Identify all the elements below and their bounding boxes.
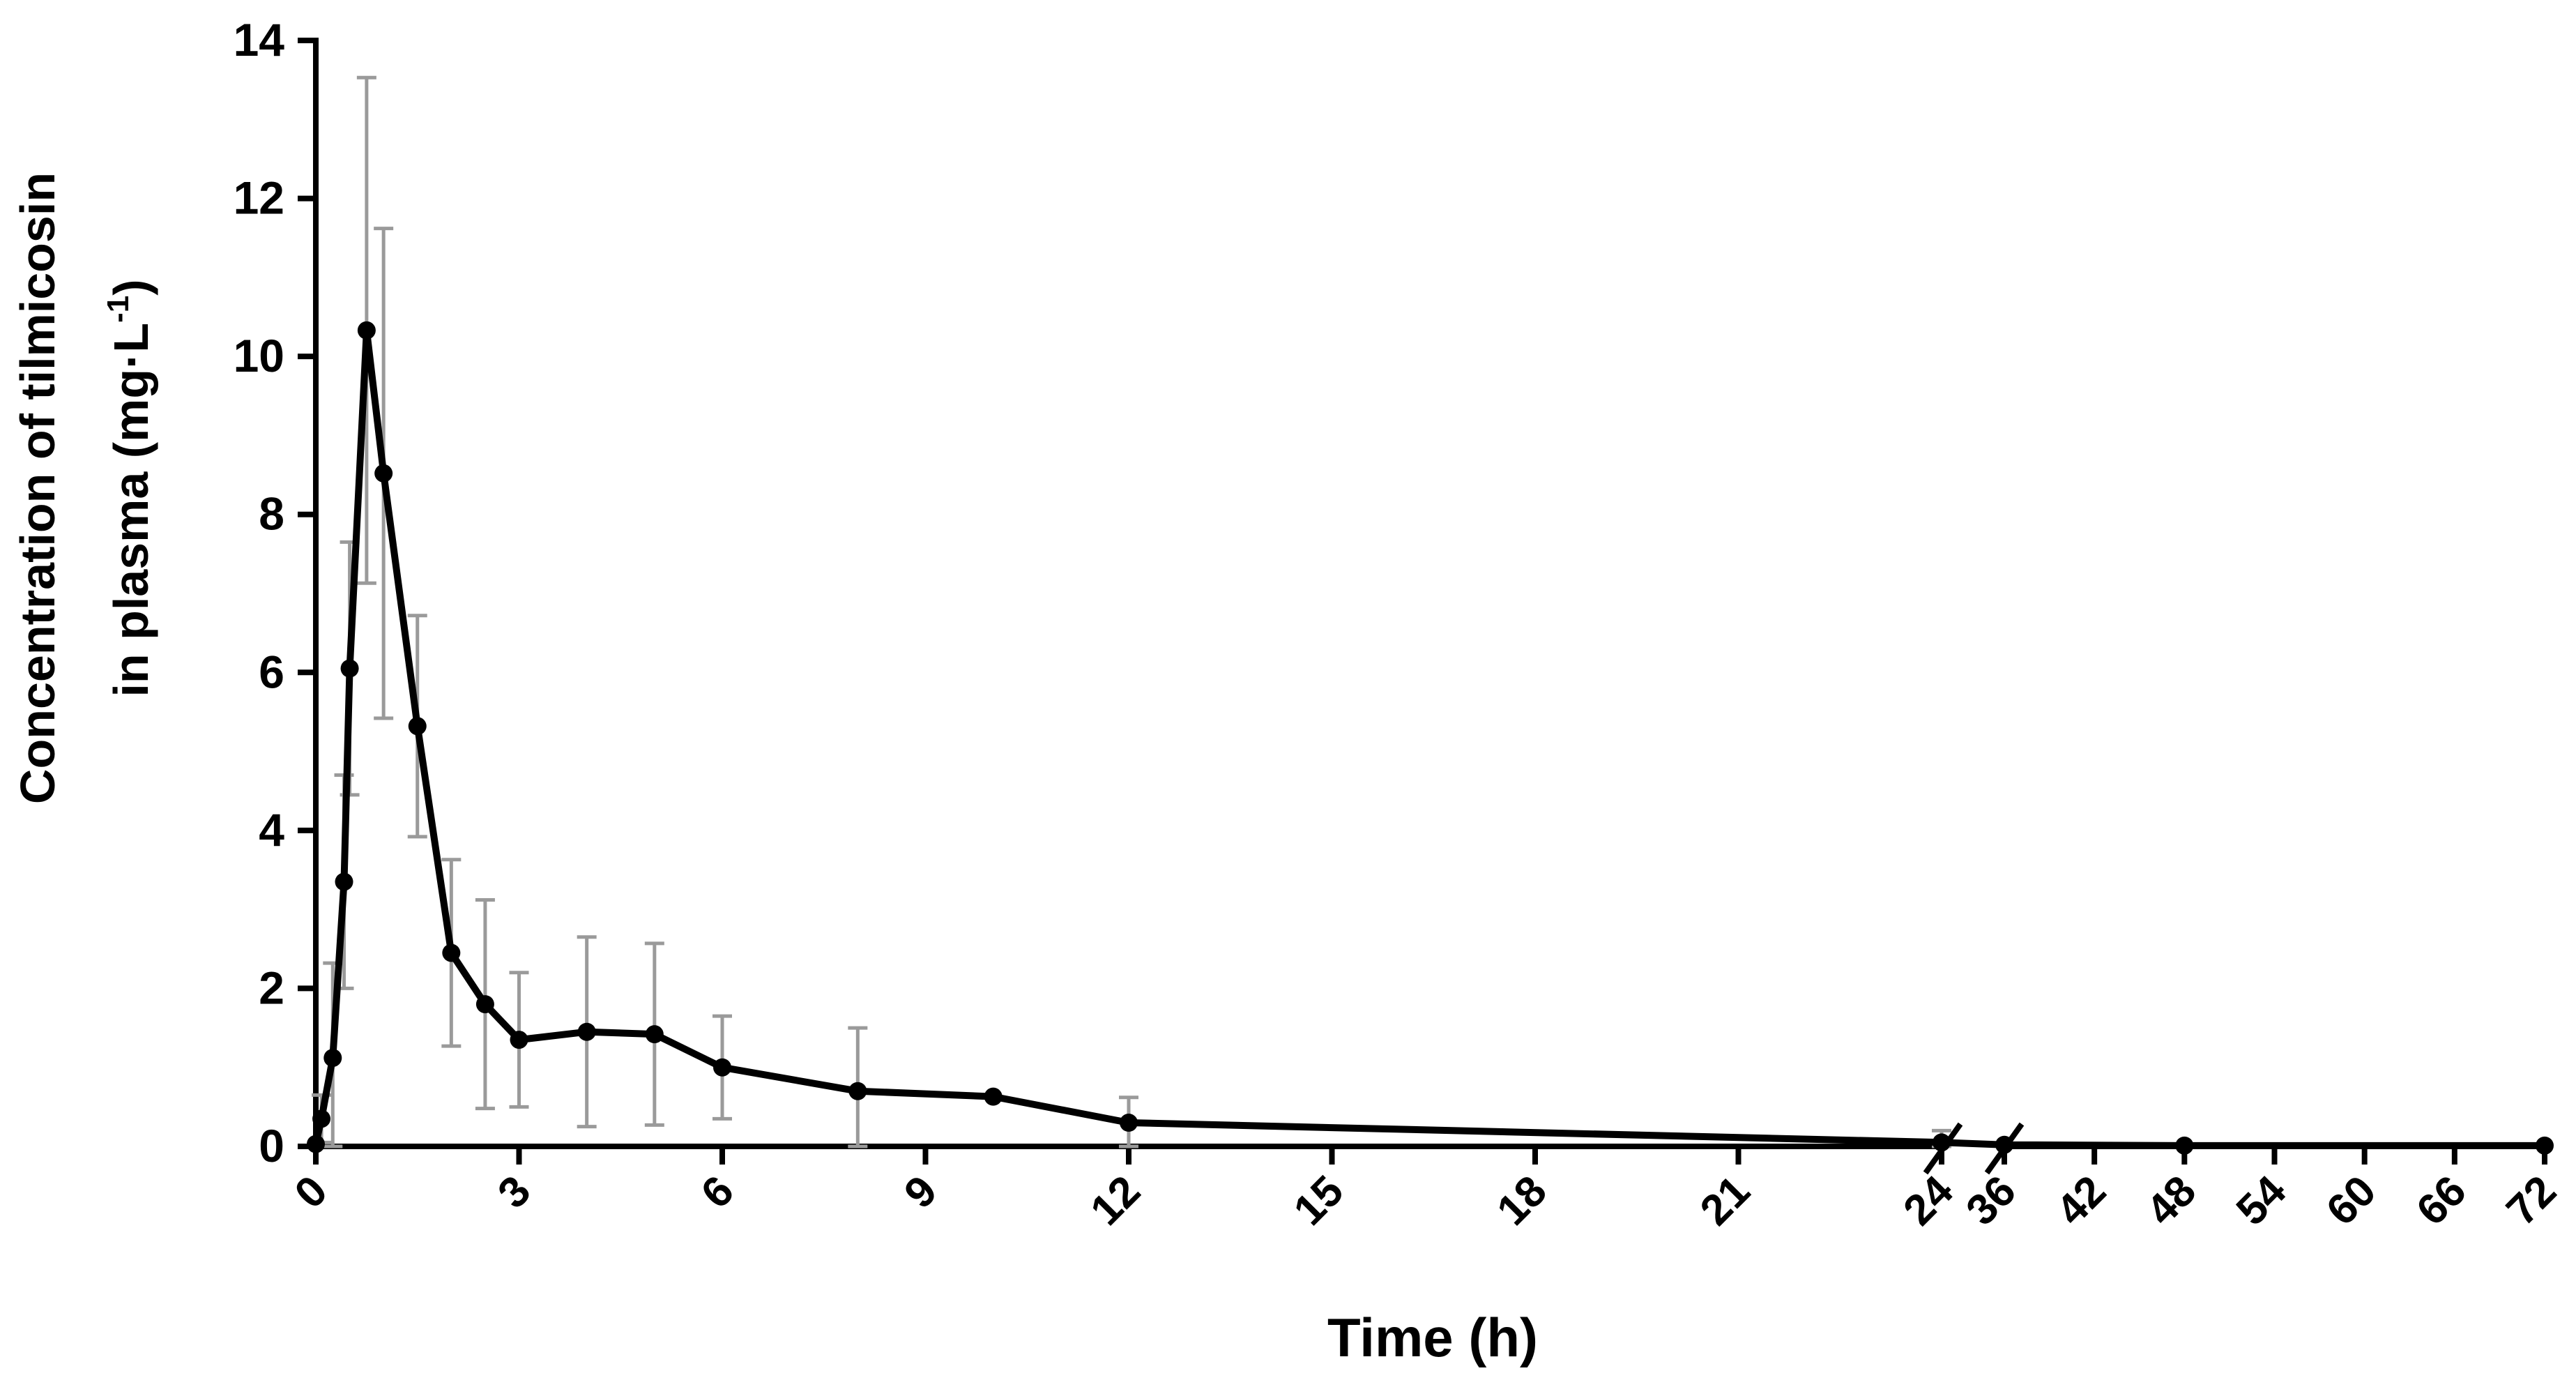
- data-point: [307, 1135, 325, 1153]
- x-tick-label: 21: [1691, 1167, 1760, 1235]
- y-axis-title-line2-sup: -1: [101, 296, 135, 323]
- x-tick-label: 48: [2137, 1167, 2206, 1235]
- x-tick-label: 3: [489, 1167, 540, 1218]
- y-axis-title-line2: in plasma (mg·L-1): [101, 279, 158, 697]
- x-tick-label: 66: [2407, 1167, 2476, 1235]
- data-point: [442, 943, 461, 962]
- x-tick-label: 6: [692, 1167, 743, 1218]
- x-tick-label: 0: [286, 1167, 337, 1218]
- y-tick-label: 2: [259, 962, 284, 1013]
- x-tick-label: 36: [1957, 1167, 2025, 1235]
- x-tick-label: 9: [895, 1167, 946, 1218]
- y-tick-label: 4: [259, 804, 284, 856]
- y-tick-label: 0: [259, 1120, 284, 1172]
- data-point: [1995, 1135, 2013, 1154]
- x-tick-label: 72: [2497, 1167, 2566, 1235]
- x-tick-label: 24: [1894, 1167, 1963, 1235]
- data-point: [510, 1031, 528, 1049]
- data-point: [323, 1049, 342, 1068]
- data-point: [1933, 1133, 1951, 1152]
- data-point: [374, 464, 393, 483]
- y-tick-labels: 0 2 4 6 8 10 12 14: [234, 14, 285, 1172]
- x-tick-label: 54: [2227, 1167, 2296, 1235]
- data-point: [335, 872, 353, 891]
- y-axis-title-line1: Concentration of tilmicosin: [10, 172, 65, 804]
- x-tick-label: 15: [1285, 1167, 1353, 1235]
- x-tick-label: 12: [1081, 1167, 1150, 1235]
- data-point: [577, 1022, 596, 1041]
- data-point: [984, 1087, 1003, 1106]
- series-concentration: [307, 321, 2554, 1155]
- y-tick-label: 10: [234, 330, 284, 381]
- x-axis-title: Time (h): [1327, 1307, 1538, 1368]
- data-point: [2536, 1136, 2554, 1155]
- x-tick-label: 18: [1488, 1167, 1556, 1235]
- error-bars: [312, 75, 1951, 1148]
- x-tick-label: 60: [2317, 1167, 2386, 1235]
- data-point: [340, 659, 359, 678]
- data-point: [713, 1058, 731, 1077]
- data-point: [848, 1082, 867, 1100]
- data-point: [645, 1025, 664, 1044]
- y-tick-label: 14: [234, 14, 285, 66]
- y-tick-label: 6: [259, 646, 284, 697]
- y-tick-label: 12: [234, 172, 284, 224]
- data-point: [312, 1109, 331, 1128]
- data-point: [2175, 1136, 2194, 1155]
- series-line: [312, 326, 2548, 1149]
- x-tick-label: 42: [2048, 1167, 2116, 1235]
- y-axis-title-line2-suffix: ): [104, 279, 158, 295]
- y-tick-label: 8: [259, 488, 284, 540]
- data-point: [1120, 1114, 1138, 1132]
- data-point: [357, 321, 376, 340]
- y-axis-title-line2-prefix: in plasma (mg·L: [104, 323, 158, 697]
- chart-axes: [298, 38, 2547, 1175]
- data-point: [408, 717, 427, 736]
- data-point: [475, 995, 494, 1014]
